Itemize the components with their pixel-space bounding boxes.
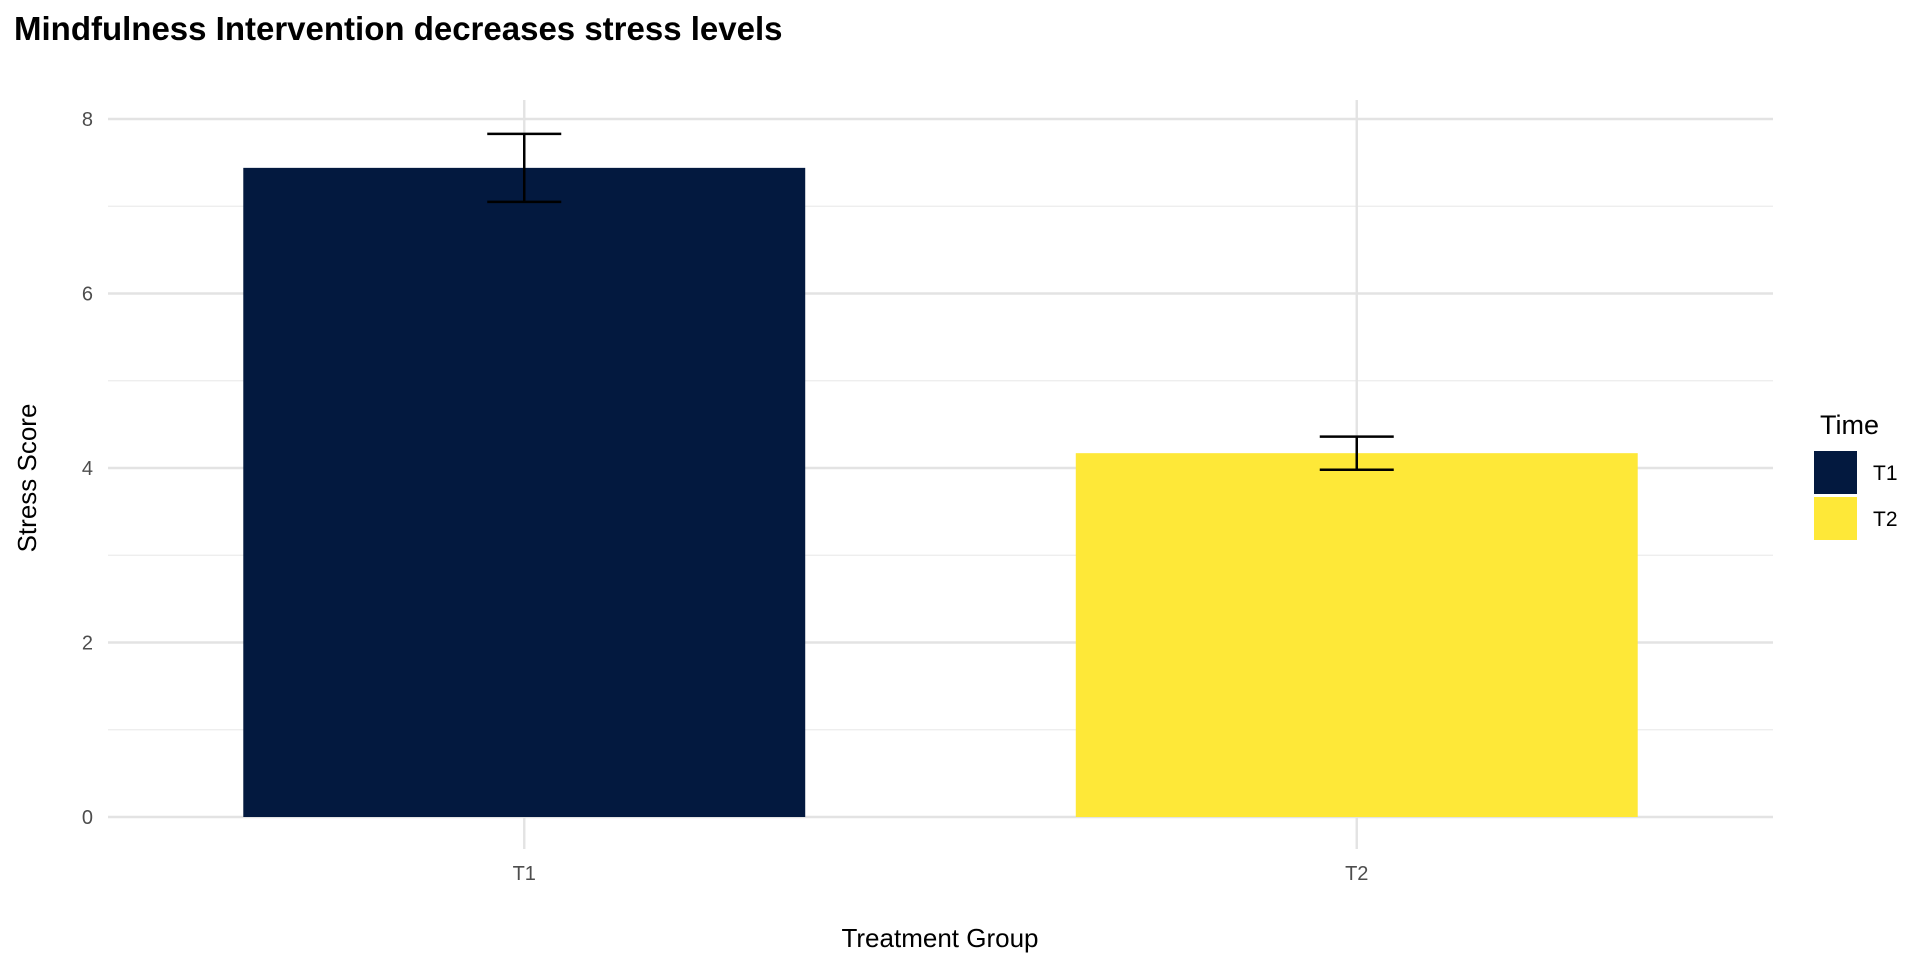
error-bars <box>487 132 1394 471</box>
legend-items: T1 T2 <box>1814 451 1898 540</box>
legend-label-T2: T2 <box>1873 508 1898 531</box>
y-tick-label: 2 <box>82 633 93 655</box>
y-axis-title: Stress Score <box>12 404 42 553</box>
error-bar-T1 <box>487 132 562 204</box>
y-tick-label: 6 <box>82 284 93 306</box>
y-tick-label: 4 <box>82 458 93 480</box>
legend-key-T2 <box>1814 497 1857 540</box>
x-axis-ticks: T1 T2 <box>513 863 1369 885</box>
x-tick-label: T2 <box>1345 863 1368 885</box>
legend: Time T1 T2 <box>1814 410 1898 540</box>
chart-title: Mindfulness Intervention decreases stres… <box>14 10 783 47</box>
x-tick-label: T1 <box>513 863 536 885</box>
bar-T2 <box>1075 453 1638 817</box>
bar-T1 <box>243 167 806 818</box>
error-bar-T2 <box>1319 435 1394 471</box>
bars <box>243 167 1638 818</box>
legend-key-T1 <box>1814 451 1857 494</box>
y-axis-ticks: 0 2 4 6 8 <box>82 109 93 829</box>
y-tick-label: 8 <box>82 109 93 131</box>
legend-label-T1: T1 <box>1873 462 1898 485</box>
legend-title: Time <box>1820 410 1879 440</box>
y-tick-label: 0 <box>82 807 93 829</box>
x-axis-title: Treatment Group <box>841 923 1038 953</box>
